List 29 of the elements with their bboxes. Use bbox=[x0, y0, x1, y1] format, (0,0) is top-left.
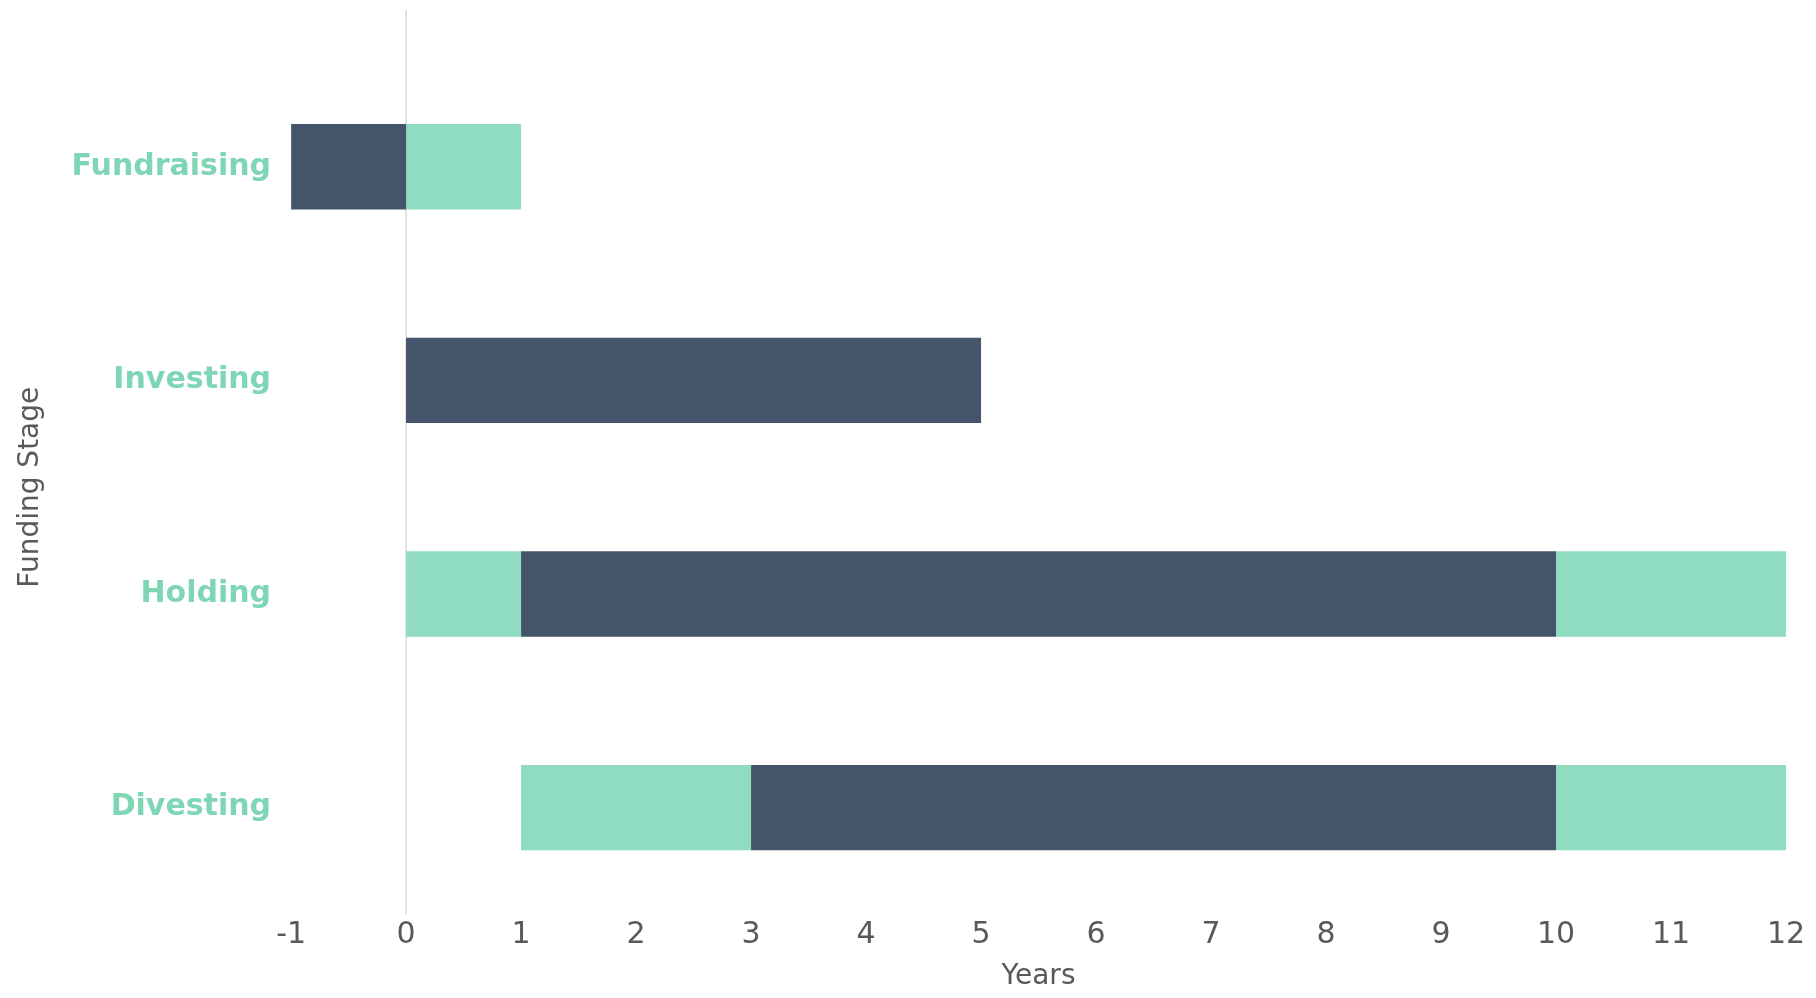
bar bbox=[291, 124, 407, 210]
bar bbox=[406, 551, 522, 637]
y-axis-title: Funding Stage bbox=[12, 386, 46, 588]
x-tick-label: 2 bbox=[626, 915, 646, 951]
y-tick-label: Investing bbox=[113, 360, 272, 396]
x-tick-label: 9 bbox=[1431, 915, 1451, 951]
x-tick-label: 11 bbox=[1651, 915, 1691, 951]
x-tick-label: 8 bbox=[1316, 915, 1336, 951]
x-tick-label: 1 bbox=[511, 915, 531, 951]
x-axis-title: Years bbox=[1000, 958, 1076, 992]
y-tick-label: Divesting bbox=[110, 787, 272, 823]
x-tick-label: 6 bbox=[1086, 915, 1106, 951]
bar bbox=[406, 337, 982, 424]
bar bbox=[1556, 551, 1786, 637]
x-tick-label: 4 bbox=[856, 915, 876, 951]
y-tick-label: Fundraising bbox=[71, 146, 272, 182]
bar bbox=[751, 764, 1557, 851]
bar bbox=[406, 124, 522, 210]
x-tick-label: 5 bbox=[971, 915, 991, 951]
y-tick-label: Holding bbox=[140, 573, 272, 609]
x-tick-label: 3 bbox=[741, 915, 761, 951]
x-tick-label: 10 bbox=[1536, 915, 1576, 951]
bar bbox=[1556, 764, 1786, 851]
x-tick-label: 0 bbox=[396, 915, 416, 951]
bar bbox=[521, 764, 752, 851]
bar bbox=[521, 551, 1557, 637]
x-tick-label: -1 bbox=[276, 915, 307, 951]
x-tick-label: 7 bbox=[1201, 915, 1221, 951]
x-tick-label: 12 bbox=[1766, 915, 1806, 951]
